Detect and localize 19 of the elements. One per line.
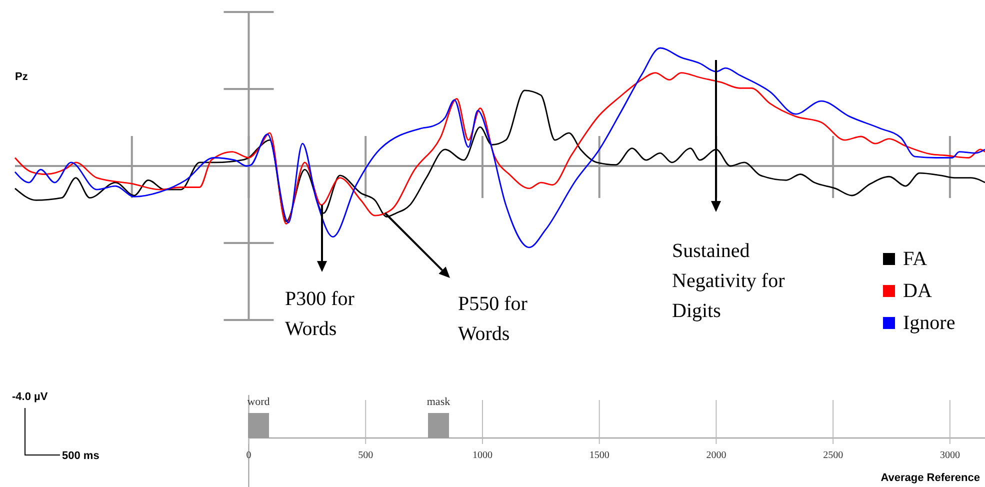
x-tick-label: 2000 xyxy=(706,450,726,461)
legend-label: DA xyxy=(903,280,932,302)
x-tick-label: 2500 xyxy=(823,450,844,461)
text: word xyxy=(247,396,270,408)
legend-label: Ignore xyxy=(903,312,956,334)
x-tick-label: 1500 xyxy=(589,450,610,461)
text: -4.0 µV xyxy=(12,391,48,403)
text: Pz xyxy=(15,71,28,83)
text: Average Reference xyxy=(880,472,980,484)
text: P550 for Words xyxy=(458,293,528,345)
text: P300 for Words xyxy=(285,288,355,340)
x-tick-label: 1000 xyxy=(472,450,492,461)
x-tick-label: 500 xyxy=(358,450,374,461)
legend-label: FA xyxy=(903,248,928,270)
text: 500 ms xyxy=(62,450,100,462)
x-tick-label: 0 xyxy=(246,450,252,461)
annotation: Sustained Negativity for Digits xyxy=(672,240,786,322)
x-tick-label: 3000 xyxy=(940,450,960,461)
text: mask xyxy=(426,396,451,408)
